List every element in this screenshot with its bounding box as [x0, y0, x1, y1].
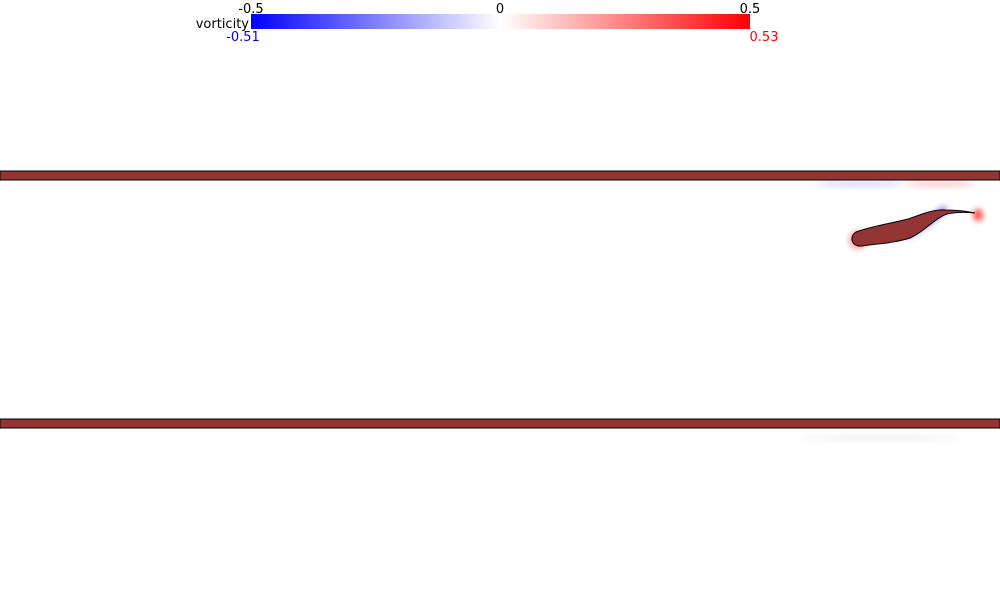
upper-wall	[0, 170, 1000, 181]
colorbar: vorticity -0.5 0 0.5 -0.51 0.53	[196, 2, 779, 45]
vorticity-red-tail	[973, 209, 983, 221]
wall-vorticity-lower	[800, 435, 960, 441]
lower-wall	[0, 418, 1000, 429]
swimmer-body	[851, 209, 976, 247]
wall-vorticity-field	[800, 181, 975, 441]
colorbar-gradient	[251, 14, 750, 29]
wall-vorticity-blue	[815, 181, 905, 187]
colorbar-tick-min: -0.5	[238, 2, 263, 17]
colorbar-data-min: -0.51	[226, 30, 260, 45]
colorbar-tick-max: 0.5	[740, 2, 761, 17]
colorbar-tick-mid: 0	[496, 2, 504, 17]
colorbar-data-max: 0.53	[750, 30, 779, 45]
colorbar-label: vorticity	[196, 17, 250, 32]
wall-vorticity-red	[905, 181, 975, 187]
